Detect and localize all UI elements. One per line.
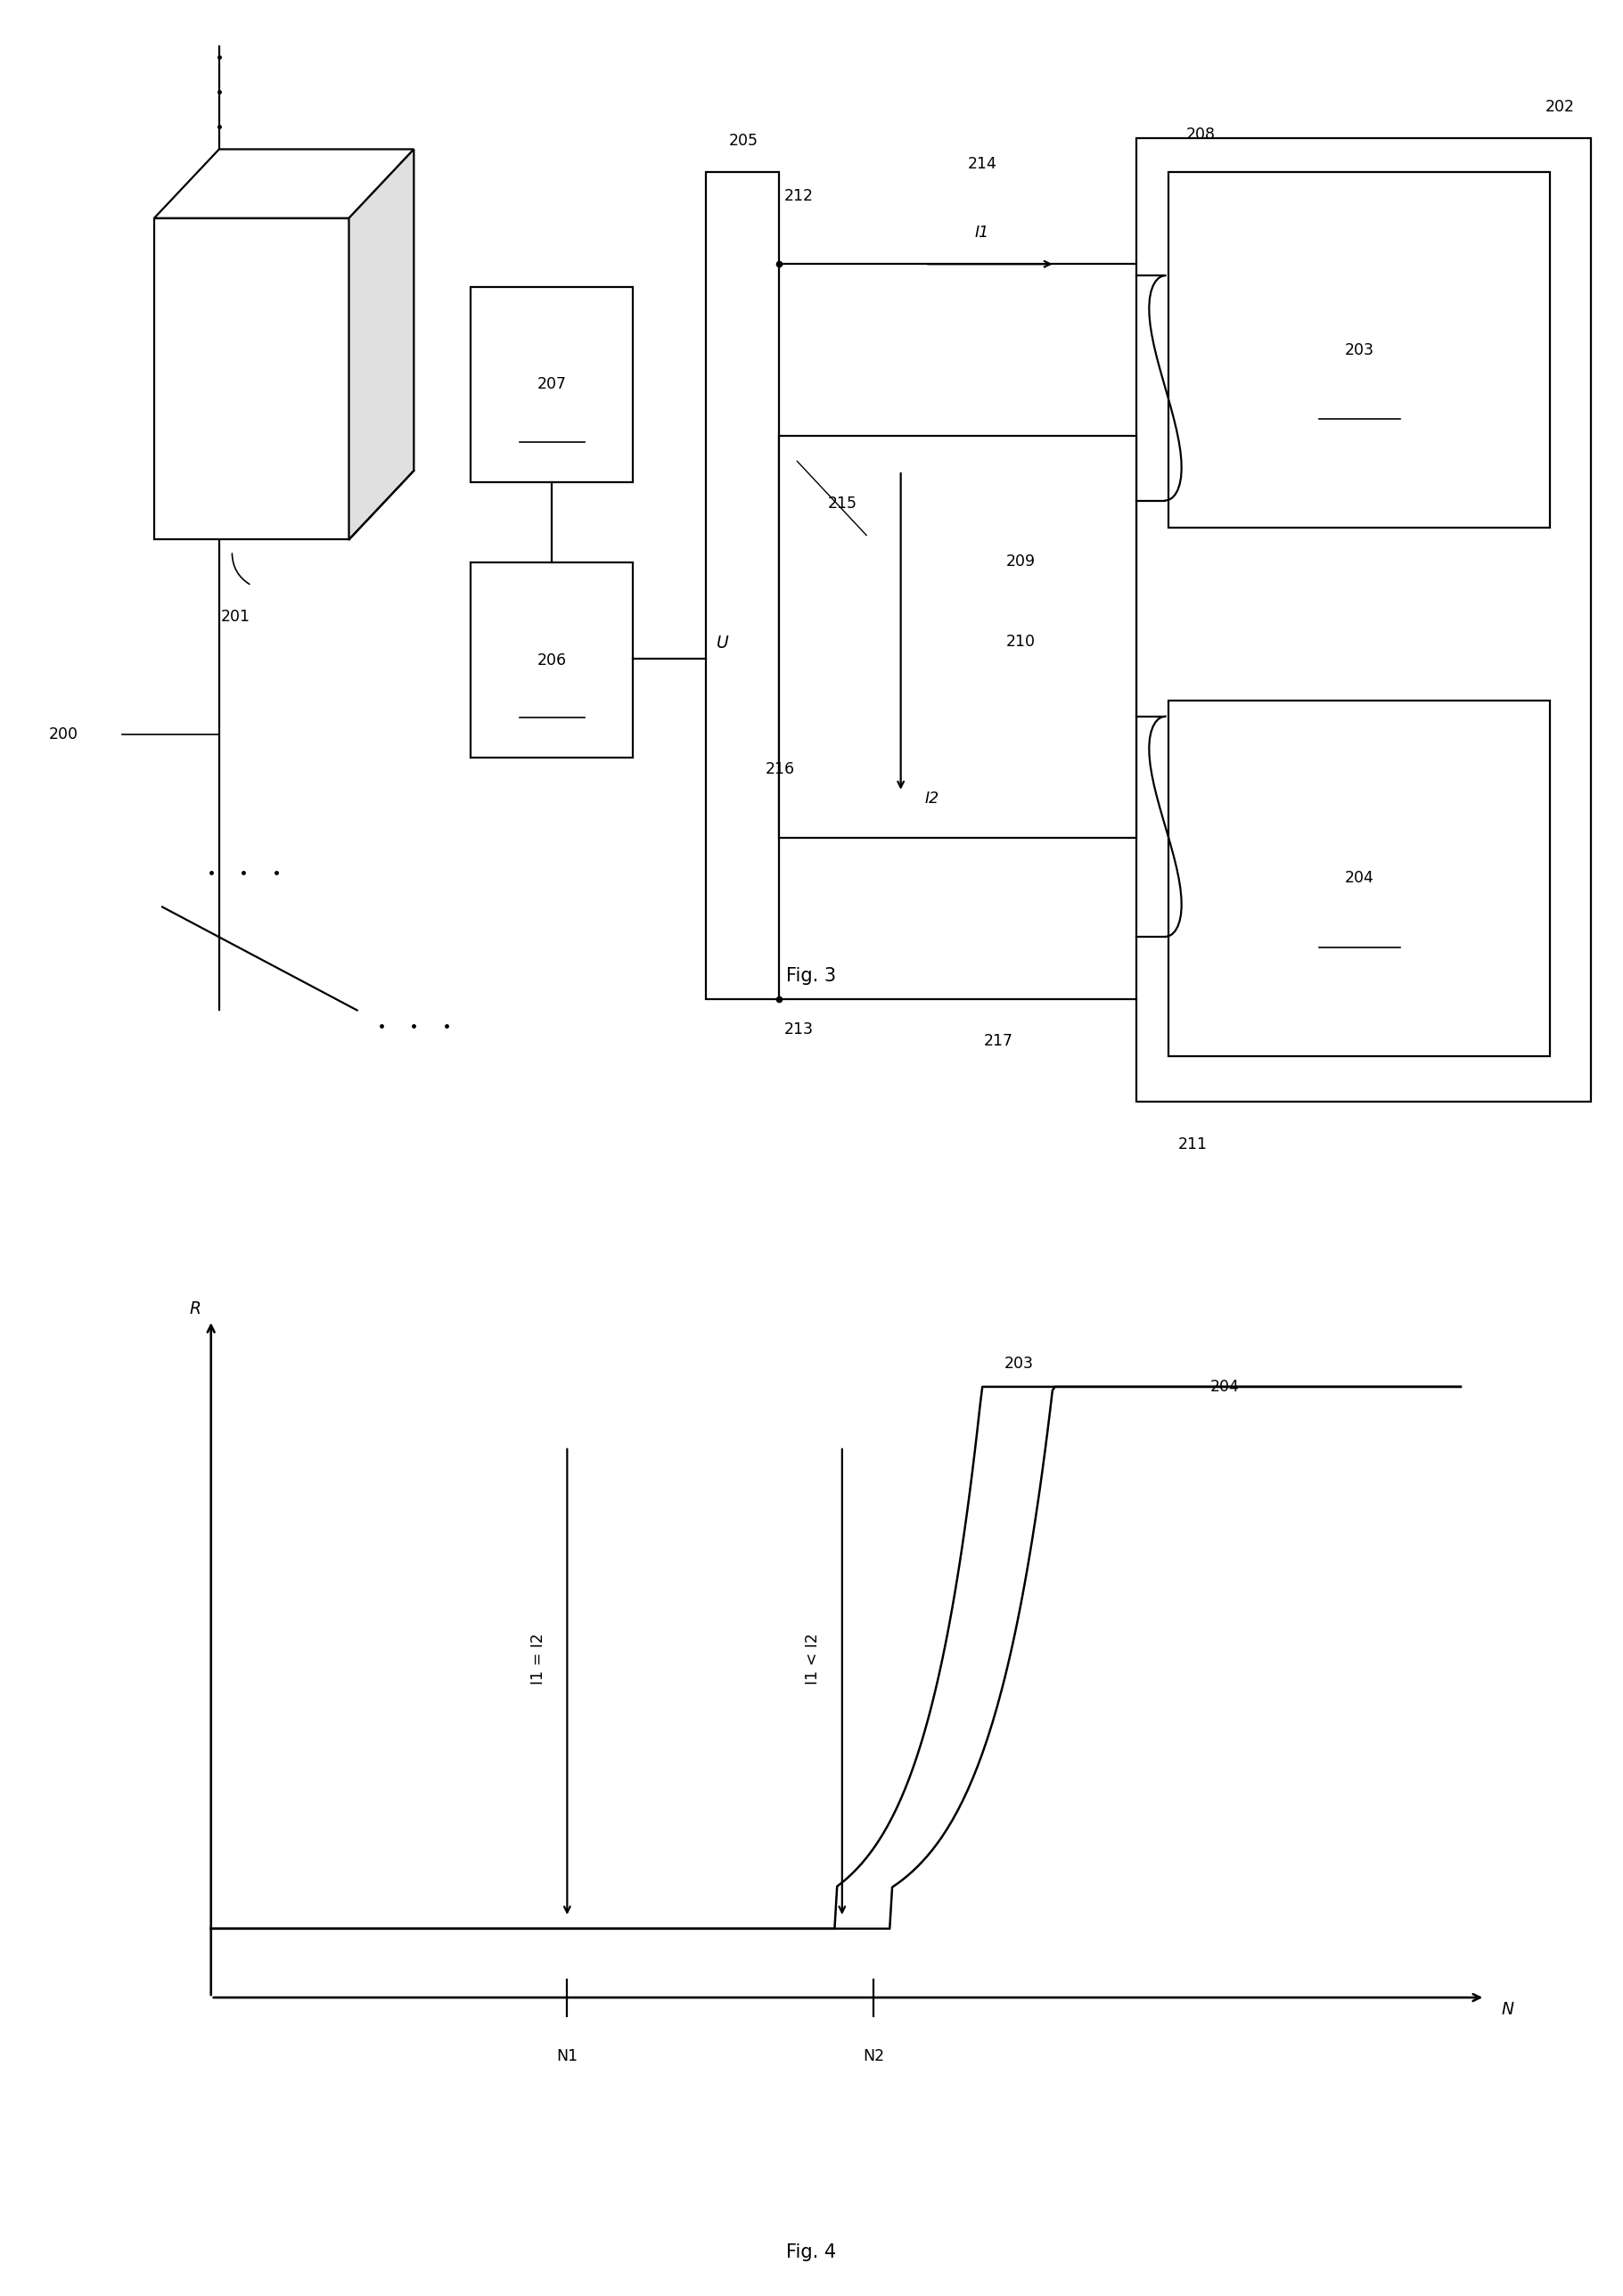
- Text: R: R: [188, 1300, 201, 1318]
- Text: 207: 207: [537, 377, 566, 393]
- Text: 202: 202: [1545, 99, 1574, 115]
- Bar: [706, 172, 779, 999]
- Text: Fig. 4: Fig. 4: [787, 2243, 836, 2262]
- Bar: [1169, 700, 1550, 1056]
- Bar: [471, 563, 633, 758]
- Text: 214: 214: [967, 156, 997, 172]
- Text: Fig. 3: Fig. 3: [787, 967, 836, 985]
- Bar: [779, 436, 1136, 838]
- Bar: [1136, 138, 1591, 1102]
- Text: 211: 211: [1178, 1137, 1208, 1153]
- Text: I1 < I2: I1 < I2: [805, 1632, 821, 1685]
- Text: N: N: [1501, 2000, 1514, 2018]
- Text: 209: 209: [1006, 553, 1035, 569]
- Text: U: U: [716, 634, 729, 652]
- Text: 212: 212: [784, 188, 813, 204]
- Polygon shape: [349, 149, 414, 540]
- Text: 213: 213: [784, 1022, 813, 1038]
- Text: I1 = I2: I1 = I2: [531, 1632, 545, 1685]
- Text: 217: 217: [984, 1033, 1013, 1049]
- Text: N1: N1: [557, 2048, 578, 2064]
- Text: I1: I1: [975, 225, 988, 241]
- Bar: [1169, 172, 1550, 528]
- Text: 201: 201: [221, 608, 250, 625]
- Text: 215: 215: [828, 496, 857, 512]
- Text: 203: 203: [1344, 342, 1375, 358]
- Text: 200: 200: [49, 728, 78, 742]
- Bar: [154, 218, 349, 540]
- Text: 208: 208: [1186, 126, 1216, 142]
- Text: I2: I2: [925, 792, 940, 806]
- Text: 203: 203: [1005, 1357, 1034, 1373]
- Text: 204: 204: [1211, 1380, 1240, 1394]
- Text: N2: N2: [862, 2048, 885, 2064]
- Text: 205: 205: [729, 133, 758, 149]
- Bar: [471, 287, 633, 482]
- Text: 206: 206: [537, 652, 566, 668]
- Polygon shape: [154, 149, 414, 218]
- Text: 204: 204: [1344, 870, 1375, 886]
- Text: 210: 210: [1006, 634, 1035, 650]
- Text: 216: 216: [766, 762, 795, 776]
